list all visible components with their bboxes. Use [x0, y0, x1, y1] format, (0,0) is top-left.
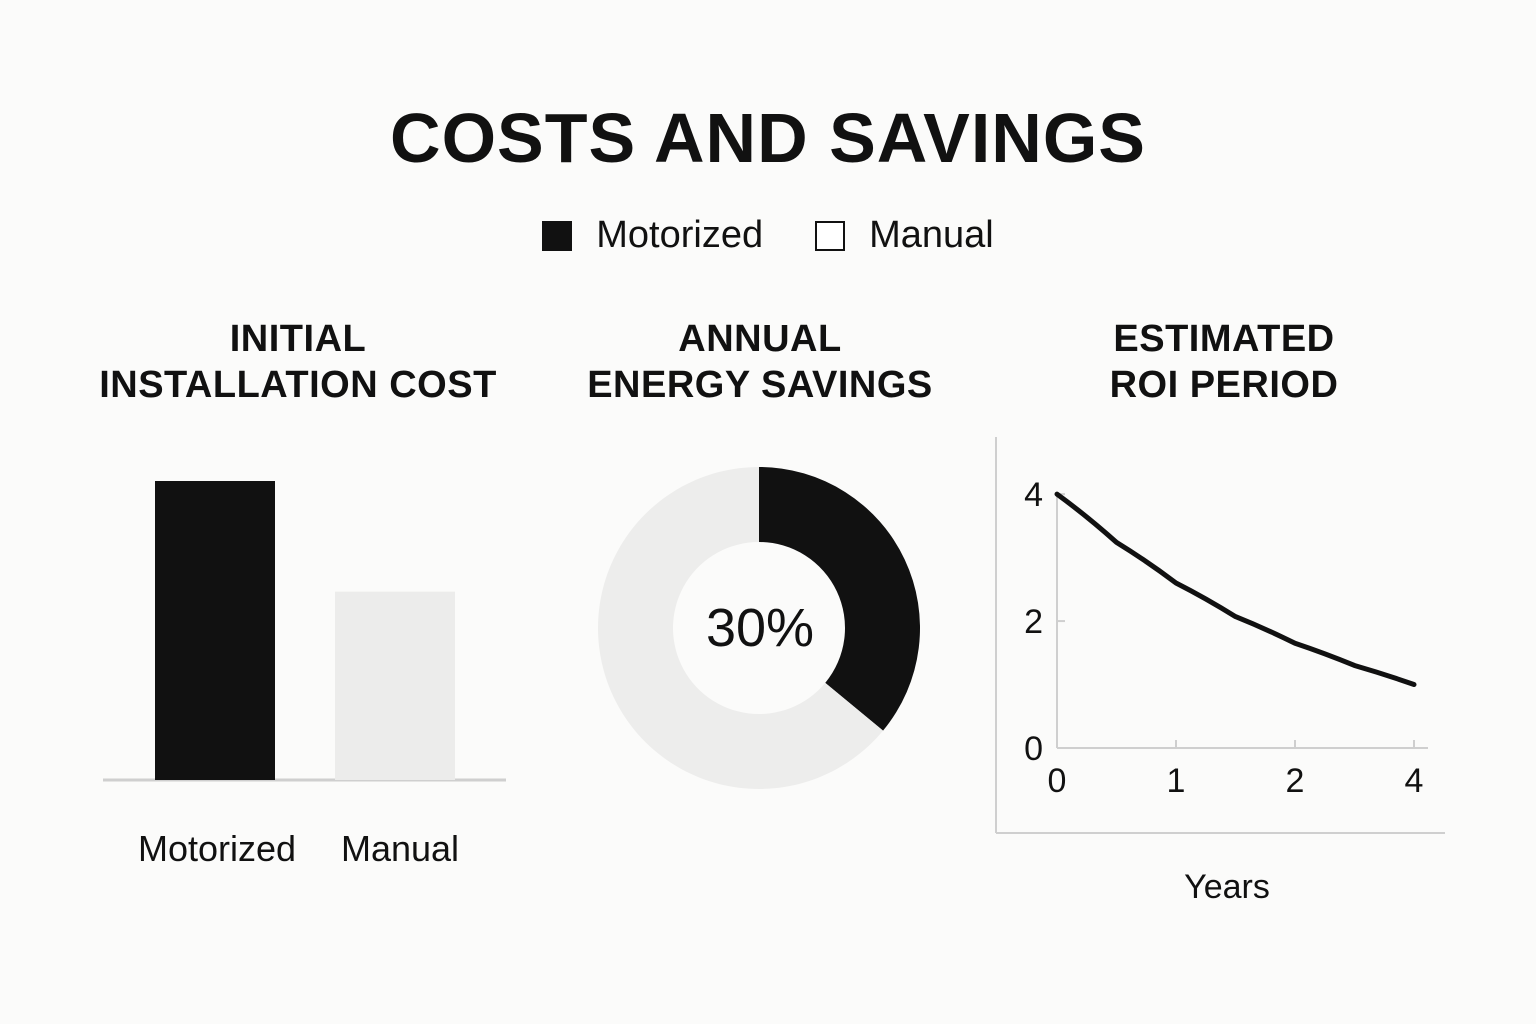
- installation-bar-chart: Motorized Manual: [103, 481, 506, 869]
- legend-label-manual: Manual: [869, 214, 994, 256]
- savings-title-line2: ENERGY SAVINGS: [587, 364, 933, 406]
- legend-label-motorized: Motorized: [596, 214, 764, 256]
- installation-panel-title: INITIAL INSTALLATION COST: [48, 316, 548, 408]
- roi-x-tick-label-1: 1: [1167, 762, 1186, 800]
- roi-x-tick-label-0: 0: [1048, 762, 1067, 800]
- roi-y-tick-label-2: 4: [1024, 476, 1043, 514]
- legend-swatch-manual: [815, 220, 846, 251]
- savings-panel-title: ANNUAL ENERGY SAVINGS: [510, 316, 1010, 408]
- bar-label-motorized: Motorized: [138, 828, 296, 869]
- chart-title: COSTS AND SAVINGS: [390, 99, 1146, 177]
- bar-motorized: [155, 481, 275, 780]
- savings-donut-chart: 30%: [598, 467, 920, 790]
- donut-slice-0: [759, 467, 920, 731]
- roi-y-tick-label-1: 2: [1024, 603, 1043, 641]
- roi-x-tick-label-3: 4: [1405, 762, 1424, 800]
- donut-slice-1: [598, 467, 884, 790]
- bar-manual: [335, 591, 455, 780]
- roi-x-tick-label-2: 2: [1286, 762, 1305, 800]
- roi-title-line1: ESTIMATED: [1113, 318, 1335, 360]
- savings-title-line1: ANNUAL: [678, 318, 842, 360]
- roi-title-line2: ROI PERIOD: [1109, 364, 1339, 406]
- legend-swatch-motorized: [542, 220, 573, 251]
- legend-item-motorized: Motorized: [542, 214, 763, 257]
- installation-title-line1: INITIAL: [229, 318, 367, 360]
- installation-title-line2: INSTALLATION COST: [99, 364, 497, 406]
- legend-item-manual: Manual: [815, 214, 994, 257]
- roi-line-series: [1054, 491, 1417, 688]
- legend: Motorized Manual: [0, 214, 1536, 257]
- donut-center-label: 30%: [706, 598, 814, 658]
- roi-line-chart: Years 0 2 4 0 1 2 4: [995, 437, 1445, 906]
- bar-label-manual: Manual: [341, 828, 459, 869]
- roi-y-tick-label-0: 0: [1024, 730, 1043, 768]
- roi-x-axis-label: Years: [1184, 868, 1270, 906]
- roi-panel-title: ESTIMATED ROI PERIOD: [974, 316, 1474, 408]
